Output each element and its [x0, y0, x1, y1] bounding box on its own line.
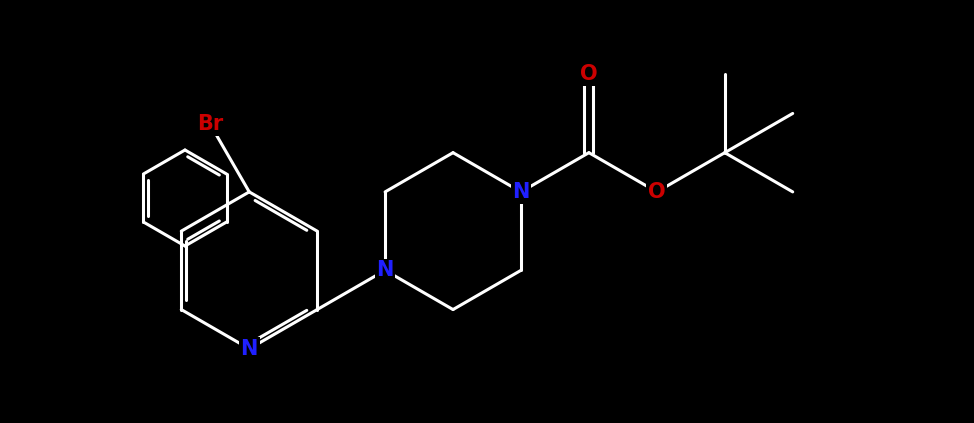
Text: N: N	[376, 260, 393, 280]
Text: N: N	[512, 182, 530, 202]
Text: Br: Br	[197, 114, 223, 134]
Text: N: N	[241, 339, 258, 359]
Text: O: O	[581, 64, 598, 84]
Text: O: O	[648, 182, 665, 202]
